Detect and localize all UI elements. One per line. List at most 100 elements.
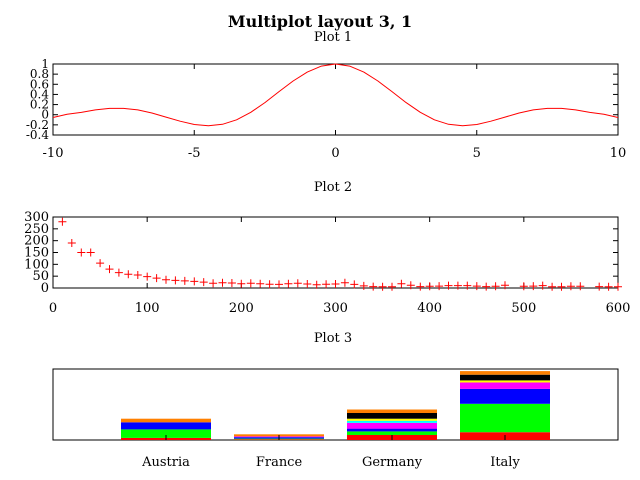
- plot2-data-point: [604, 282, 613, 291]
- plot2-data-point: [444, 281, 453, 290]
- plot2-data-point: [96, 259, 105, 268]
- plot2-data-point: [58, 217, 67, 226]
- plot2-y-tick-label: 100: [24, 257, 49, 272]
- plot2-data-point: [227, 279, 236, 287]
- plot2-data-point: [284, 279, 293, 288]
- plot3-bar-segment: [460, 388, 550, 404]
- plot2-data-point: [350, 280, 359, 289]
- plot1-y-tick-label: 0.4: [30, 87, 49, 101]
- plot1-y-tick-label: -0.4: [26, 128, 50, 142]
- plot2-data-point: [472, 282, 481, 291]
- plot3-frame: [52, 368, 619, 441]
- plot1-x-tick-label: 0: [331, 146, 339, 161]
- plot2-data-point: [246, 279, 255, 288]
- plot3-bar-segment: [460, 403, 550, 433]
- plot3-bar-segment: [347, 420, 437, 423]
- plot2-data-point: [162, 275, 170, 284]
- plot2-y-tick-label: 250: [24, 222, 49, 237]
- plot1-x-tick-label: 5: [473, 146, 481, 161]
- plot2-y-tick-label: 50: [32, 269, 49, 284]
- plot2-data-point: [378, 282, 387, 291]
- plot2-data-point: [152, 274, 161, 283]
- plot2-data-point: [237, 279, 246, 288]
- plot2-data-point: [124, 270, 133, 279]
- plot3-bar-segment: [347, 418, 437, 421]
- plot3-bar-segment: [347, 428, 437, 432]
- plot3-bar-segment: [347, 413, 437, 419]
- plot2-data-point: [595, 282, 604, 291]
- plot1-x-tick-label: -10: [43, 146, 64, 161]
- plot3-title: Plot 3: [314, 331, 352, 346]
- plot1-y-tick-label: 0.8: [30, 67, 49, 81]
- plot3-bar-segment: [460, 374, 550, 381]
- plot2-data-point: [388, 282, 396, 291]
- plot2-data-point: [519, 282, 528, 291]
- plot2-data-point: [576, 282, 585, 291]
- plot2-x-tick-label: 200: [229, 301, 254, 316]
- plot3-bar-segment: [347, 423, 437, 429]
- plot2-data-point: [359, 281, 368, 290]
- plot2-data-point: [218, 278, 227, 287]
- plot3-bar-segment: [347, 409, 437, 413]
- plot2-data-point: [67, 239, 76, 247]
- plot2-data-point: [143, 272, 152, 281]
- plot3-category-label: Germany: [362, 455, 423, 470]
- plot2-data-point: [482, 282, 491, 291]
- plot3-bar-segment: [347, 431, 437, 435]
- plot2-data-point: [312, 280, 321, 289]
- plot1-series-line: [52, 63, 619, 127]
- plot1-y-tick-label: 0.6: [30, 77, 49, 91]
- plot1-y-tick-label: 0.2: [30, 98, 49, 112]
- plot2-y-tick-label: 200: [24, 234, 49, 249]
- plot2-data-point: [491, 282, 500, 291]
- plot2-x-tick-label: 0: [49, 301, 57, 316]
- plot2-data-point: [265, 280, 274, 289]
- plot2-data-point: [397, 279, 406, 288]
- plot2-data-point: [538, 281, 547, 290]
- plot2-data-point: [369, 282, 378, 291]
- plot1-y-tick-label: -0.2: [26, 118, 49, 132]
- plot2-y-tick-label: 0: [41, 281, 49, 296]
- plot2-data-point: [190, 277, 199, 286]
- plot3-category-label: France: [256, 455, 303, 470]
- plot2-data-point: [275, 280, 283, 289]
- plot1-x-tick-label: -5: [188, 146, 201, 161]
- plot2-data-point: [86, 248, 95, 257]
- plot2-data-point: [614, 282, 622, 291]
- plot2-data-point: [256, 279, 265, 288]
- plot2-data-point: [114, 268, 123, 277]
- plot2-data-point: [209, 279, 218, 288]
- plot1-title: Plot 1: [314, 30, 352, 45]
- plot2-data-point: [566, 282, 575, 291]
- plot2-y-tick-label: 300: [24, 210, 49, 225]
- plot2-x-tick-label: 300: [323, 301, 348, 316]
- plot2-title: Plot 2: [314, 180, 352, 195]
- plot2-data-point: [416, 282, 425, 291]
- plot3-category-label: Italy: [490, 455, 520, 470]
- plot2-data-point: [529, 282, 538, 291]
- plot2-x-tick-label: 400: [417, 301, 442, 316]
- plot3-bar-segment: [121, 418, 211, 423]
- plot2-y-tick-label: 150: [24, 246, 49, 261]
- plot1-y-tick-label: 0: [41, 108, 49, 122]
- plot2-x-tick-label: 500: [511, 301, 536, 316]
- plot2-data-point: [331, 280, 340, 288]
- plot2-data-point: [293, 279, 302, 288]
- plot2-data-point: [501, 281, 509, 290]
- plot3-bar-segment: [121, 429, 211, 438]
- plot2-data-point: [425, 282, 434, 291]
- plot3-bar-segment: [460, 382, 550, 389]
- plot2-data-point: [105, 265, 114, 274]
- plot2-data-point: [340, 278, 349, 287]
- plot2-x-tick-label: 600: [606, 301, 631, 316]
- plot2-data-point: [435, 282, 444, 291]
- plot3-bar-segment: [460, 380, 550, 383]
- plot3-bar-segment: [121, 422, 211, 430]
- plot2-data-point: [199, 278, 208, 287]
- plot1-x-tick-label: 10: [610, 146, 627, 161]
- plot2-data-point: [133, 271, 142, 279]
- plot2-data-point: [77, 248, 86, 257]
- plot2-data-point: [453, 281, 462, 290]
